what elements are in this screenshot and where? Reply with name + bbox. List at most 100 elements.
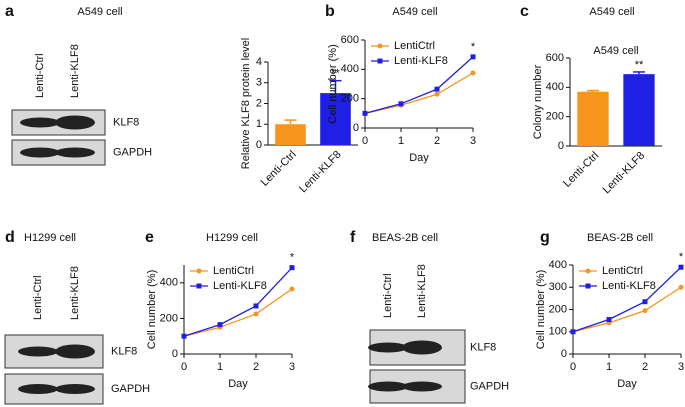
series-line	[364, 72, 474, 114]
y-tick-label: 300	[549, 281, 567, 293]
legend-label: Lenti-KLF8	[602, 280, 656, 292]
point	[678, 264, 684, 270]
legend-marker	[377, 58, 383, 64]
y-tick-label: 400	[549, 259, 567, 271]
y-axis-label: Cell number (%)	[327, 44, 339, 123]
x-tick-label: 3	[470, 135, 476, 147]
y-axis-label: Colony number	[532, 64, 544, 139]
point	[181, 333, 187, 339]
blot-band	[402, 381, 442, 392]
y-tick-label: 600	[546, 52, 564, 64]
y-tick-label: 200	[546, 111, 564, 123]
y-axis-label: Cell number (%)	[535, 270, 547, 349]
blot-band	[368, 342, 408, 353]
point	[434, 86, 440, 92]
y-tick-label: 200	[341, 93, 359, 105]
legend-label: LentiCtrl	[394, 40, 435, 52]
panel-letter: g	[540, 229, 550, 246]
panel-title: BEAS-2B cell	[372, 232, 438, 244]
blot-band	[20, 147, 60, 158]
y-tick-label: 400	[341, 63, 359, 75]
y-tick-label: 200	[549, 303, 567, 315]
band-label: GAPDH	[470, 380, 509, 392]
series-line	[183, 288, 293, 337]
y-tick-label: 0	[561, 348, 567, 360]
point	[606, 317, 612, 323]
band-label: GAPDH	[111, 383, 150, 395]
x-tick-label: 1	[606, 361, 612, 373]
annotation: **	[331, 68, 340, 80]
point	[217, 322, 223, 328]
point	[434, 91, 440, 97]
y-tick-label: 0	[256, 139, 262, 151]
point	[470, 70, 476, 76]
y-tick-label: 0	[353, 122, 359, 134]
series-line	[364, 56, 474, 114]
annotation: *	[471, 41, 476, 53]
x-tick-label: 0	[362, 135, 368, 147]
bar	[275, 124, 306, 145]
panel-letter: a	[5, 3, 14, 20]
panel-title: A549 cell	[589, 6, 634, 18]
y-axis-label: Relative KLF8 protein level	[240, 38, 252, 169]
lane-label: Lenti-Ctrl	[382, 273, 394, 318]
bar	[623, 74, 655, 146]
panel-letter: b	[325, 3, 335, 20]
lane-label: Lenti-KLF8	[69, 44, 81, 98]
legend-marker	[377, 43, 383, 49]
y-tick-label: 600	[341, 34, 359, 46]
x-axis-label: Day	[409, 152, 429, 164]
blot-band	[20, 117, 60, 128]
legend-label: LentiCtrl	[213, 265, 254, 277]
blot-band	[18, 384, 58, 394]
lane-label: Lenti-KLF8	[416, 264, 428, 318]
x-tick-label: 3	[678, 361, 684, 373]
x-tick-label: 3	[289, 361, 295, 373]
panel-letter: f	[350, 229, 356, 246]
y-tick-label: 400	[546, 81, 564, 93]
blot-band	[368, 381, 408, 392]
x-tick-label: 0	[181, 361, 187, 373]
legend-label: LentiCtrl	[602, 265, 643, 277]
point	[362, 110, 368, 116]
legend-marker	[585, 283, 591, 289]
blot-band	[55, 384, 95, 394]
x-tick-label: 2	[642, 361, 648, 373]
panel-letter: e	[145, 229, 154, 246]
blot-band	[402, 340, 442, 355]
legend-marker	[196, 283, 202, 289]
x-tick-label: 1	[398, 135, 404, 147]
point	[570, 329, 576, 335]
legend-marker	[585, 268, 591, 274]
x-tick-label: 2	[253, 361, 259, 373]
x-tick-label: Lenti-KLF8	[601, 150, 648, 197]
y-tick-label: 2	[256, 97, 262, 109]
y-axis-label: Cell number (%)	[146, 270, 158, 349]
panel-letter: c	[520, 3, 529, 20]
panel-title: H1299 cell	[206, 232, 258, 244]
x-axis-label: Day	[228, 378, 248, 390]
series-line	[183, 267, 293, 337]
y-tick-label: 400	[160, 277, 178, 289]
panel-title: BEAS-2B cell	[587, 232, 653, 244]
point	[642, 299, 648, 305]
lane-label: Lenti-Ctrl	[34, 53, 46, 98]
series-line	[572, 266, 682, 333]
blot-band	[55, 344, 95, 359]
point	[398, 101, 404, 107]
legend-label: Lenti-KLF8	[394, 55, 448, 67]
y-tick-label: 100	[549, 326, 567, 338]
x-axis-label: Day	[617, 378, 637, 390]
bar	[577, 91, 609, 146]
band-label: KLF8	[111, 345, 137, 357]
annotation: *	[290, 252, 295, 264]
band-label: KLF8	[113, 116, 139, 128]
band-label: KLF8	[470, 341, 496, 353]
point	[253, 303, 259, 309]
lane-label: Lenti-Ctrl	[32, 275, 44, 320]
legend-marker	[196, 268, 202, 274]
y-tick-label: 0	[172, 348, 178, 360]
panel-title: A549 cell	[77, 6, 122, 18]
bar	[320, 93, 351, 145]
x-tick-label: Lenti-Ctrl	[259, 149, 299, 189]
